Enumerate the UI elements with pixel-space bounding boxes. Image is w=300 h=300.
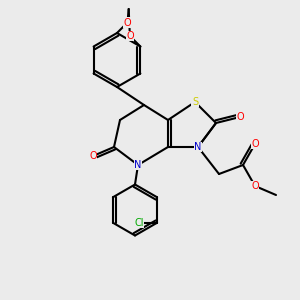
Text: O: O: [89, 151, 97, 161]
Text: N: N: [134, 160, 142, 170]
Text: O: O: [126, 31, 134, 41]
Text: O: O: [251, 181, 259, 191]
Text: O: O: [236, 112, 244, 122]
Text: Cl: Cl: [134, 218, 144, 228]
Text: N: N: [194, 142, 202, 152]
Text: S: S: [192, 97, 198, 107]
Text: O: O: [124, 17, 131, 28]
Text: O: O: [251, 139, 259, 149]
